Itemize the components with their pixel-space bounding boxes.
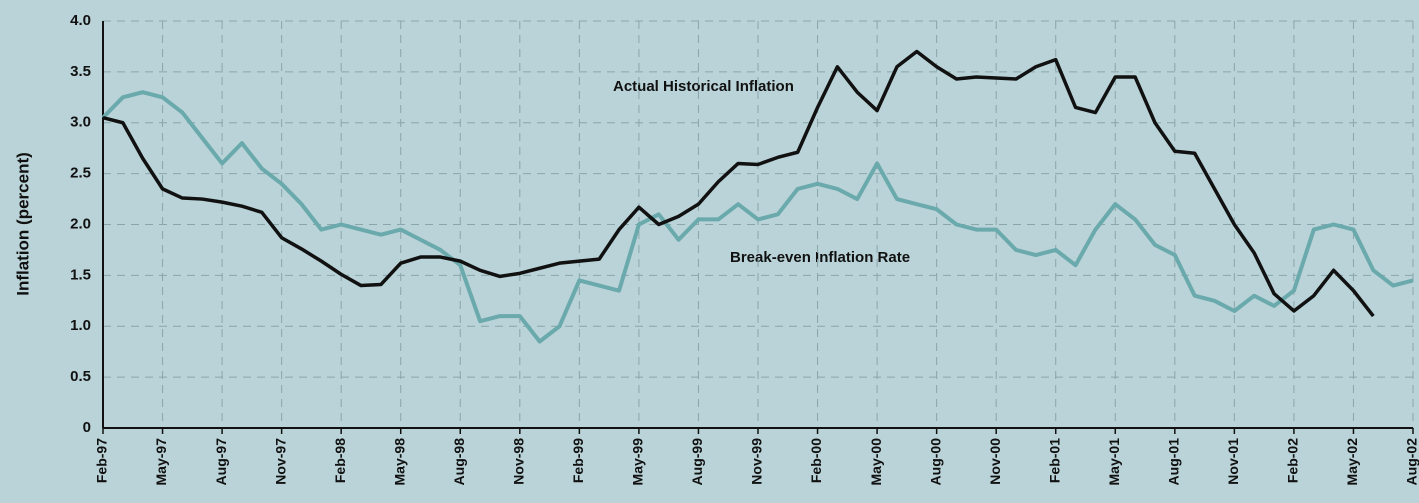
x-tick-label: Aug-00	[927, 438, 943, 486]
y-axis-label: Inflation (percent)	[13, 152, 32, 296]
x-tick-label: May-97	[153, 438, 169, 486]
x-tick-label: Nov-98	[511, 438, 527, 485]
y-tick-label: 3.0	[70, 114, 91, 131]
y-tick-label: 4.0	[70, 12, 91, 29]
x-tick-label: Feb-00	[808, 438, 824, 483]
x-tick-label: Feb-02	[1285, 438, 1301, 483]
x-tick-label: Feb-97	[94, 438, 110, 483]
x-tick-label: Aug-98	[451, 438, 467, 486]
x-tick-label: Feb-01	[1046, 438, 1062, 483]
x-tick-label: May-00	[868, 438, 884, 486]
y-tick-label: 2.5	[70, 165, 91, 182]
x-tick-label: May-02	[1344, 438, 1360, 486]
y-tick-label: 0.5	[70, 368, 91, 385]
x-tick-label: Aug-01	[1166, 438, 1182, 486]
x-tick-label: May-98	[391, 438, 407, 486]
x-tick-label: Nov-99	[749, 438, 765, 485]
x-tick-label: Aug-99	[689, 438, 705, 486]
x-tick-label: May-99	[630, 438, 646, 486]
y-tick-label: 1.5	[70, 266, 91, 283]
line-series	[102, 49, 1375, 318]
x-tick-label: May-01	[1106, 438, 1122, 486]
x-tick-label: Nov-01	[1225, 438, 1241, 485]
y-tick-label: 2.0	[70, 215, 91, 232]
annotation: Actual Historical Inflation	[613, 78, 794, 95]
x-tick-label: Feb-99	[570, 438, 586, 483]
y-tick-label: 3.5	[70, 63, 91, 80]
annotation: Break-even Inflation Rate	[730, 249, 910, 266]
x-tick-label: Feb-98	[332, 438, 348, 483]
line-series	[101, 90, 1414, 344]
y-tick-label: 1.0	[70, 317, 91, 334]
x-tick-label: Aug-97	[213, 438, 229, 486]
x-tick-label: Nov-97	[272, 438, 288, 485]
x-tick-label: Nov-00	[987, 438, 1003, 485]
y-tick-label: 0	[83, 419, 91, 436]
x-tick-label: Aug-02	[1404, 438, 1419, 486]
